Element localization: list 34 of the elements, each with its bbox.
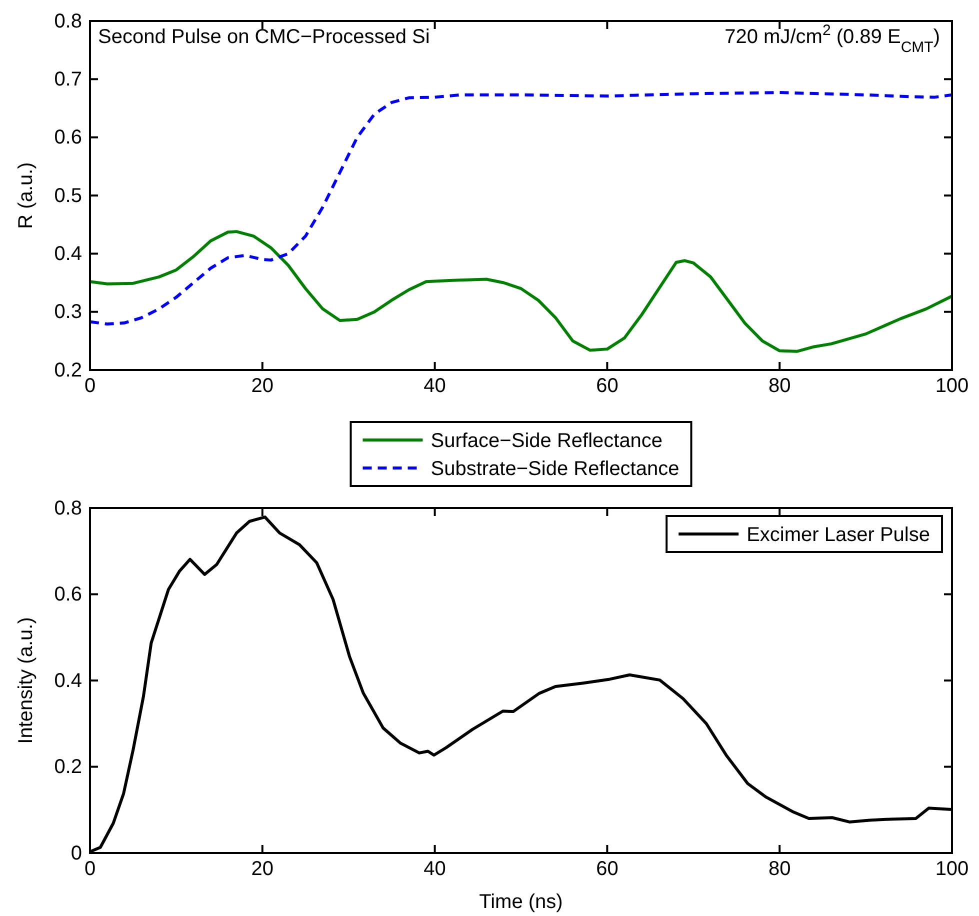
y-tick-label: 0.2 xyxy=(54,359,82,382)
x-tick-label: 20 xyxy=(251,375,274,398)
x-tick-label: 60 xyxy=(596,375,618,398)
annotation: Second Pulse on CMC−Processed Si xyxy=(98,26,430,48)
x-tick-label: 100 xyxy=(935,858,969,880)
y-tick-label: 0.8 xyxy=(54,10,82,32)
y-tick-label: 0.8 xyxy=(54,497,82,520)
x-tick-label: 40 xyxy=(424,858,446,880)
y-tick-label: 0.4 xyxy=(54,243,82,266)
legend-label: Substrate−Side Reflectance xyxy=(430,458,680,480)
x-tick-label: 80 xyxy=(768,375,791,398)
y-tick-label: 0.3 xyxy=(54,301,82,324)
annotation: 720 mJ/cm$^{2}$ (0.89 E$_{CMT}$) xyxy=(724,22,940,56)
x-tick-label: 40 xyxy=(424,375,446,398)
y-tick-label: 0.6 xyxy=(54,126,82,149)
y-axis-title: R (a.u.) xyxy=(15,162,37,229)
y-tick-label: 0.5 xyxy=(54,184,82,207)
x-axis-title: Time (ns) xyxy=(479,891,563,913)
line-series xyxy=(88,91,954,326)
y-tick-label: 0.7 xyxy=(54,68,82,91)
x-tick-label: 0 xyxy=(84,375,96,398)
legend-label: Surface−Side Reflectance xyxy=(430,430,663,452)
x-tick-label: 0 xyxy=(84,858,96,880)
x-tick-label: 80 xyxy=(768,858,791,880)
y-axis-title: Intensity (a.u.) xyxy=(15,617,37,744)
x-tick-label: 60 xyxy=(596,858,618,880)
y-tick-label: 0.2 xyxy=(54,756,82,778)
y-tick-label: 0.6 xyxy=(54,584,82,606)
x-tick-label: 100 xyxy=(935,375,969,398)
legend-label: Excimer Laser Pulse xyxy=(746,524,930,546)
x-tick-label: 20 xyxy=(251,858,274,880)
y-tick-label: 0 xyxy=(70,842,82,864)
line-series xyxy=(88,230,954,353)
y-tick-label: 0.4 xyxy=(54,670,82,692)
